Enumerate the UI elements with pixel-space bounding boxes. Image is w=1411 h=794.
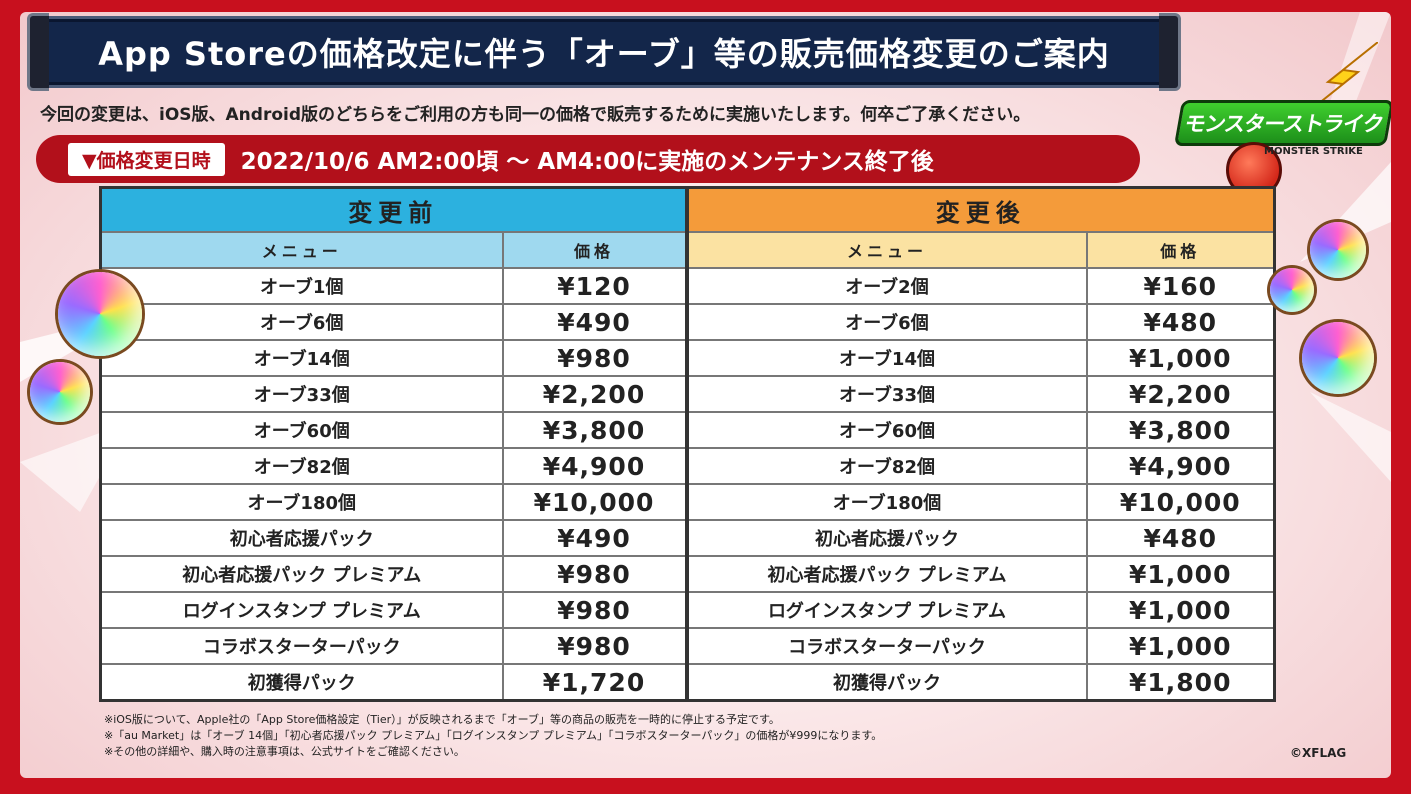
date-value: 2022/10/6 AM2:00頃 〜 AM4:00に実施のメンテナンス終了後 <box>240 149 934 175</box>
after-header: 変更後 <box>684 186 1276 233</box>
date-label: ▼価格変更日時 <box>68 142 225 176</box>
table-row: オーブ1個 ¥120 オーブ2個 ¥160 <box>99 267 1276 305</box>
lightning-bolt-icon <box>1307 42 1378 112</box>
before-price-cell: ¥2,200 <box>501 375 688 413</box>
intro-text: 今回の変更は、iOS版、Android版のどちらをご利用の方も同一の価格で販売す… <box>40 105 1031 125</box>
after-price-cell: ¥1,000 <box>1085 627 1276 665</box>
after-menu-cell: オーブ6個 <box>684 303 1088 341</box>
title-banner: App Storeの価格改定に伴う「オーブ」等の販売価格変更のご案内 <box>27 13 1181 91</box>
logo-subtitle: MONSTER STRIKE <box>1264 146 1363 157</box>
table-row: オーブ6個 ¥490 オーブ6個 ¥480 <box>99 303 1276 341</box>
before-menu-cell: 初心者応援パック <box>99 519 504 557</box>
orb-icon <box>30 362 90 422</box>
before-menu-cell: オーブ180個 <box>99 483 504 521</box>
footnote: ※iOS版について、Apple社の「App Store価格設定（Tier）」が反… <box>104 713 780 726</box>
after-menu-cell: オーブ2個 <box>684 267 1088 305</box>
price-table-body: オーブ1個 ¥120 オーブ2個 ¥160 オーブ6個 ¥490 オーブ6個 ¥480 オーブ1… <box>99 267 1276 702</box>
before-price-cell: ¥980 <box>501 555 688 593</box>
table-row: 初心者応援パック ¥490 初心者応援パック ¥480 <box>99 519 1276 557</box>
before-menu-cell: ログインスタンプ プレミアム <box>99 591 504 629</box>
before-price-cell: ¥3,800 <box>501 411 688 449</box>
before-menu-cell: オーブ60個 <box>99 411 504 449</box>
table-row: オーブ14個 ¥980 オーブ14個 ¥1,000 <box>99 339 1276 377</box>
footnote: ※その他の詳細や、購入時の注意事項は、公式サイトをご確認ください。 <box>104 745 465 758</box>
before-menu-cell: オーブ82個 <box>99 447 504 485</box>
table-row: コラボスターターパック ¥980 コラボスターターパック ¥1,000 <box>99 627 1276 665</box>
after-menu-header: メニュー <box>684 231 1088 269</box>
after-menu-cell: 初心者応援パック <box>684 519 1088 557</box>
after-price-cell: ¥3,800 <box>1085 411 1276 449</box>
before-price-cell: ¥980 <box>501 339 688 377</box>
before-price-cell: ¥980 <box>501 591 688 629</box>
title-bracket-right <box>1159 13 1181 91</box>
before-header: 変更前 <box>99 186 688 233</box>
before-price-cell: ¥490 <box>501 519 688 557</box>
before-price-cell: ¥490 <box>501 303 688 341</box>
before-menu-cell: オーブ1個 <box>99 267 504 305</box>
table-row: オーブ33個 ¥2,200 オーブ33個 ¥2,200 <box>99 375 1276 413</box>
table-row: ログインスタンプ プレミアム ¥980 ログインスタンプ プレミアム ¥1,000 <box>99 591 1276 629</box>
after-menu-cell: オーブ60個 <box>684 411 1088 449</box>
after-menu-cell: 初心者応援パック プレミアム <box>684 555 1088 593</box>
orb-icon <box>1302 322 1374 394</box>
before-menu-cell: オーブ6個 <box>99 303 504 341</box>
copyright: ©XFLAG <box>1290 746 1347 760</box>
after-price-cell: ¥1,000 <box>1085 591 1276 629</box>
date-banner: ▼価格変更日時 2022/10/6 AM2:00頃 〜 AM4:00に実施のメン… <box>36 135 1140 183</box>
before-menu-cell: オーブ33個 <box>99 375 504 413</box>
after-price-cell: ¥480 <box>1085 519 1276 557</box>
table-row: オーブ60個 ¥3,800 オーブ60個 ¥3,800 <box>99 411 1276 449</box>
before-price-header: 価格 <box>501 231 688 269</box>
after-price-header: 価格 <box>1085 231 1276 269</box>
after-menu-cell: オーブ14個 <box>684 339 1088 377</box>
table-row: オーブ180個 ¥10,000 オーブ180個 ¥10,000 <box>99 483 1276 521</box>
footnote: ※「au Market」は「オーブ 14個」「初心者応援パック プレミアム」「ロ… <box>104 729 883 742</box>
table-row: 初獲得パック ¥1,720 初獲得パック ¥1,800 <box>99 663 1276 702</box>
before-menu-cell: コラボスターターパック <box>99 627 504 665</box>
after-price-cell: ¥480 <box>1085 303 1276 341</box>
before-price-cell: ¥10,000 <box>501 483 688 521</box>
after-price-cell: ¥1,800 <box>1085 663 1276 702</box>
after-menu-cell: ログインスタンプ プレミアム <box>684 591 1088 629</box>
orb-icon <box>58 272 142 356</box>
logo-text: モンスターストライク <box>1173 100 1391 146</box>
after-price-cell: ¥2,200 <box>1085 375 1276 413</box>
before-menu-cell: オーブ14個 <box>99 339 504 377</box>
orb-icon <box>1270 268 1314 312</box>
after-price-cell: ¥1,000 <box>1085 555 1276 593</box>
after-price-cell: ¥160 <box>1085 267 1276 305</box>
title-bracket-left <box>27 13 49 91</box>
after-menu-cell: コラボスターターパック <box>684 627 1088 665</box>
after-menu-cell: オーブ180個 <box>684 483 1088 521</box>
before-menu-header: メニュー <box>99 231 504 269</box>
orb-icon <box>1310 222 1366 278</box>
game-logo: モンスターストライク MONSTER STRIKE <box>1173 42 1391 202</box>
table-row: 初心者応援パック プレミアム ¥980 初心者応援パック プレミアム ¥1,000 <box>99 555 1276 593</box>
after-menu-cell: オーブ33個 <box>684 375 1088 413</box>
before-price-cell: ¥4,900 <box>501 447 688 485</box>
before-price-cell: ¥1,720 <box>501 663 688 702</box>
after-menu-cell: オーブ82個 <box>684 447 1088 485</box>
after-price-cell: ¥1,000 <box>1085 339 1276 377</box>
table-row: オーブ82個 ¥4,900 オーブ82個 ¥4,900 <box>99 447 1276 485</box>
after-menu-cell: 初獲得パック <box>684 663 1088 702</box>
page-title: App Storeの価格改定に伴う「オーブ」等の販売価格変更のご案内 <box>98 35 1110 73</box>
before-menu-cell: 初心者応援パック プレミアム <box>99 555 504 593</box>
footnotes: ※iOS版について、Apple社の「App Store価格設定（Tier）」が反… <box>104 712 882 760</box>
before-price-cell: ¥980 <box>501 627 688 665</box>
price-table: 変更前 変更後 メニュー 価格 メニュー 価格 オーブ1個 ¥120 オーブ2個 ¥1… <box>99 186 1276 702</box>
before-menu-cell: 初獲得パック <box>99 663 504 702</box>
after-price-cell: ¥10,000 <box>1085 483 1276 521</box>
after-price-cell: ¥4,900 <box>1085 447 1276 485</box>
before-price-cell: ¥120 <box>501 267 688 305</box>
